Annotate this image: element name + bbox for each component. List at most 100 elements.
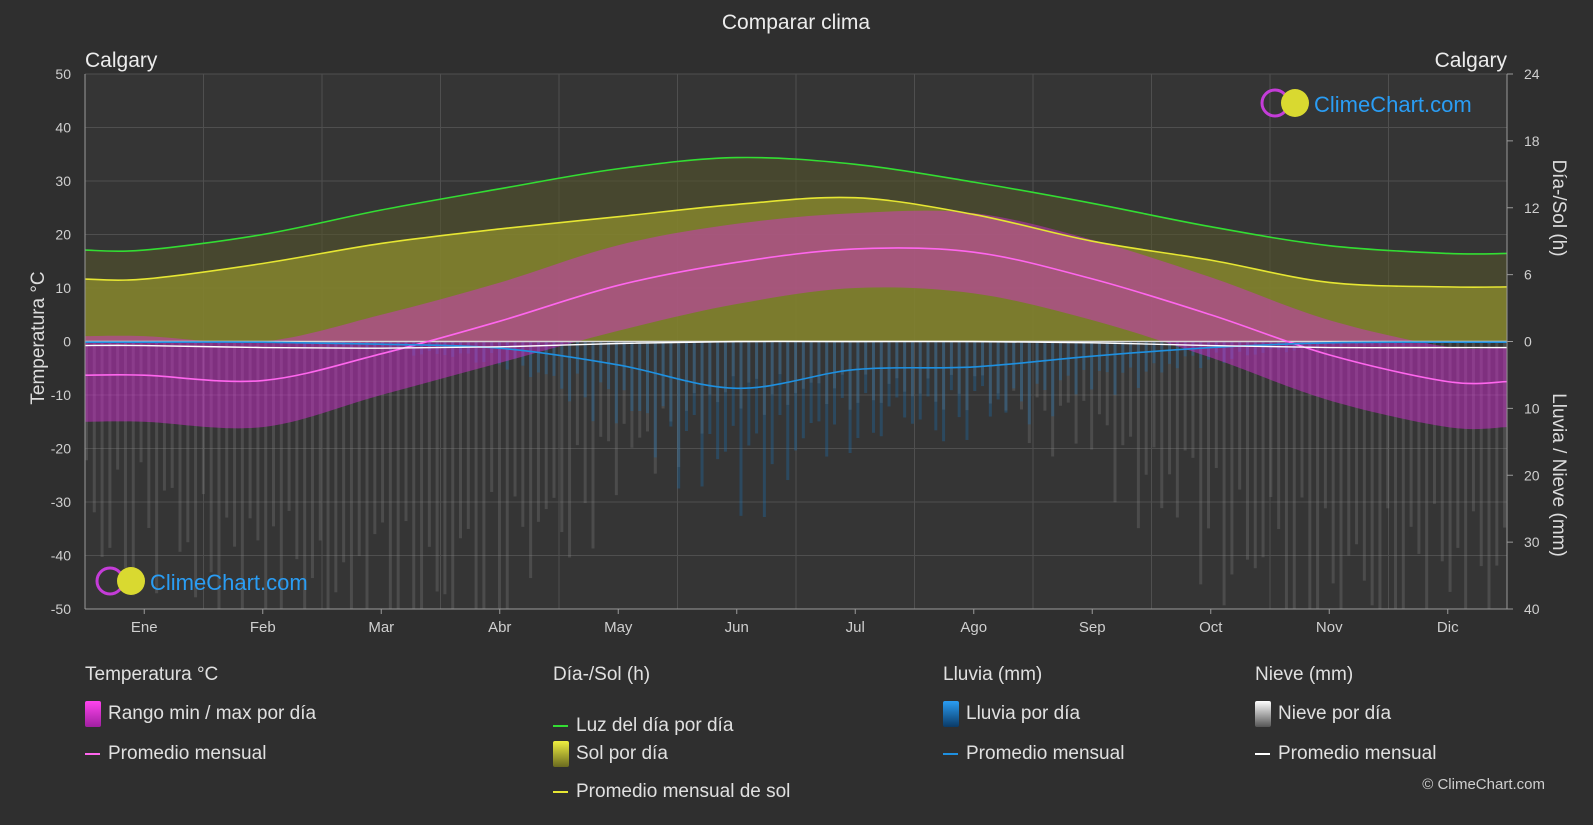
rain-daily-bar	[1051, 341, 1055, 417]
rain-daily-bar	[770, 341, 774, 465]
rain-daily-bar	[957, 341, 961, 418]
logo-sun-icon	[1281, 89, 1309, 117]
snow-daily-bar	[692, 341, 696, 394]
snow-daily-bar	[1082, 341, 1086, 401]
rain-daily-bar	[303, 341, 307, 348]
line-swatch-icon	[553, 791, 568, 793]
rain-daily-bar	[778, 341, 782, 416]
snow-daily-bar	[1230, 341, 1234, 575]
snow-daily-bar	[630, 341, 634, 448]
snow-daily-bar	[755, 341, 759, 379]
snow-daily-bar	[614, 341, 618, 496]
snow-daily-bar	[1066, 341, 1070, 403]
rain-daily-bar	[1027, 341, 1031, 425]
snow-daily-bar	[879, 341, 883, 403]
snow-swatch-icon	[1255, 701, 1271, 727]
snow-daily-bar	[786, 341, 790, 405]
snow-daily-bar	[583, 341, 587, 504]
snow-daily-bar	[287, 341, 291, 511]
legend-rain-daily-label: Lluvia por día	[966, 703, 1081, 724]
snow-daily-bar	[1043, 341, 1047, 411]
rain-daily-bar	[918, 341, 922, 420]
snow-daily-bar	[1051, 341, 1055, 457]
snow-daily-bar	[1417, 341, 1421, 554]
snow-avg-line	[84, 340, 1507, 349]
snow-daily-bar	[864, 341, 868, 375]
series-lines	[84, 156, 1508, 390]
legend-snow-daily: Nieve por día	[1255, 701, 1391, 727]
rain-daily-bar	[1308, 341, 1312, 350]
snow-daily-bar	[708, 341, 712, 395]
rain-daily-bar	[1230, 341, 1234, 359]
x-tick-label: May	[604, 619, 633, 636]
x-tick-label: Abr	[488, 619, 511, 636]
snow-daily-bar	[646, 341, 650, 432]
legend-snow-avg-label: Promedio mensual	[1278, 743, 1437, 764]
rain-daily-bar	[1004, 341, 1008, 413]
snow-daily-bar	[981, 341, 985, 376]
x-tick-label: Oct	[1199, 619, 1223, 636]
snow-daily-bar	[162, 341, 166, 491]
rain-daily-bar	[723, 341, 727, 452]
chart-title: Comparar clima	[722, 11, 871, 34]
snow-daily-bar	[381, 341, 385, 523]
snow-daily-bar	[334, 341, 338, 593]
snow-daily-bar	[264, 341, 268, 609]
snow-daily-bar	[1136, 341, 1140, 529]
snow-daily-bar	[1479, 341, 1483, 567]
snow-daily-bar	[85, 341, 88, 461]
snow-daily-bar	[521, 341, 525, 527]
rain-daily-bar	[817, 341, 821, 422]
snow-daily-bar	[568, 341, 572, 558]
y-left-tick-label: -10	[51, 387, 71, 403]
snow-daily-bar	[840, 341, 844, 375]
snow-daily-bar	[1238, 341, 1242, 490]
snow-daily-bar	[1386, 341, 1390, 509]
snow-daily-bar	[1284, 341, 1288, 609]
snow-daily-bar	[248, 341, 252, 519]
y-right-top-tick-label: 6	[1524, 267, 1532, 283]
snow-daily-bar	[949, 341, 953, 375]
snow-daily-bar	[552, 341, 556, 498]
rain-daily-bar	[396, 341, 400, 351]
axes: 50 40 30 20 10 0 -10 -20 -30 -40 -50 Ene Feb Mar Abr Ma…	[51, 66, 1540, 636]
y-axis-left-label: Temperatura °C	[28, 271, 49, 404]
snow-daily-bar	[318, 341, 322, 541]
snow-daily-bar	[1440, 341, 1444, 562]
snow-daily-bar	[825, 341, 829, 405]
rain-daily-bar	[521, 341, 525, 366]
legend-rain-avg-label: Promedio mensual	[966, 743, 1125, 764]
rain-daily-bar	[497, 341, 501, 365]
snow-daily-bar	[1168, 341, 1172, 475]
snow-daily-bar	[723, 341, 727, 393]
rain-daily-bar	[661, 341, 665, 407]
snow-daily-bar	[1471, 341, 1475, 512]
location-right: Calgary	[1435, 49, 1508, 72]
rain-daily-bar	[614, 341, 618, 424]
rain-daily-bar	[1277, 341, 1281, 350]
rain-daily-bar	[1292, 341, 1296, 351]
rain-daily-bar	[443, 341, 447, 355]
rain-daily-bar	[856, 341, 860, 439]
rain-daily-bar	[949, 341, 953, 391]
location-left: Calgary	[85, 49, 158, 72]
snow-daily-bar	[1300, 341, 1304, 498]
snow-daily-bar	[622, 341, 626, 424]
legend-sun-avg-label: Promedio mensual de sol	[576, 781, 791, 802]
rain-daily-bar	[677, 341, 681, 489]
snow-daily-bar	[209, 341, 213, 573]
snow-daily-bar	[895, 341, 899, 379]
rain-daily-bar	[1207, 341, 1211, 360]
snow-daily-bar	[147, 341, 151, 528]
rain-daily-bar	[965, 341, 969, 440]
snow-daily-bar	[1503, 341, 1507, 528]
rain-daily-bar	[412, 341, 416, 356]
snow-daily-bar	[1261, 341, 1265, 558]
snow-daily-bar	[233, 341, 237, 547]
snow-daily-bar	[560, 341, 564, 533]
snow-daily-bar	[1355, 341, 1359, 545]
snow-daily-bar	[856, 341, 860, 403]
x-tick-label: Mar	[368, 619, 394, 636]
snow-daily-bar	[427, 341, 431, 547]
rain-daily-bar	[326, 341, 330, 349]
